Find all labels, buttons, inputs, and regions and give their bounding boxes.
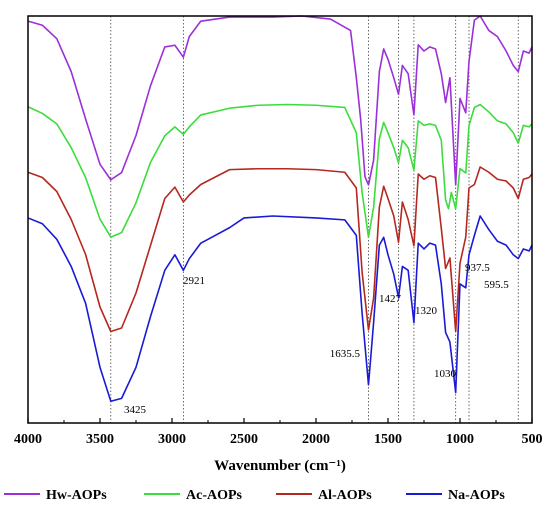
x-tick-label: 1500 xyxy=(374,432,402,447)
peak-label: 1635.5 xyxy=(330,348,361,360)
series-line-hw-aops xyxy=(27,15,533,186)
peak-label: 937.5 xyxy=(465,262,490,274)
x-tick-label: 4000 xyxy=(14,432,42,447)
x-tick-label: 2500 xyxy=(230,432,258,447)
x-tick-label: 3000 xyxy=(158,432,186,447)
legend-label: Ac-AOPs xyxy=(186,488,243,503)
peak-label: 3425 xyxy=(124,404,147,416)
peak-label: 1427 xyxy=(379,293,402,305)
x-tick-label: 3500 xyxy=(86,432,114,447)
peak-label: 1030 xyxy=(434,368,457,380)
series-line-ac-aops xyxy=(27,103,533,238)
legend-label: Hw-AOPs xyxy=(46,488,107,503)
x-tick-label: 1000 xyxy=(446,432,474,447)
peak-label: 2921 xyxy=(183,275,205,287)
peak-annotations: 3425 2921 1635.5 1427 1320 1030 937.5 595.5 xyxy=(124,262,509,416)
x-tick-label: 500 xyxy=(522,432,543,447)
legend-label: Na-AOPs xyxy=(448,488,505,503)
series-line-na-aops xyxy=(27,215,533,403)
legend: Hw-AOPs Ac-AOPs Al-AOPs Na-AOPs xyxy=(4,488,505,503)
x-tick-label: 2000 xyxy=(302,432,330,447)
x-axis-title: Wavenumber (cm⁻¹) xyxy=(214,458,346,474)
series-group xyxy=(27,15,533,403)
legend-label: Al-AOPs xyxy=(318,488,372,503)
x-axis-ticks: 4000 3500 3000 2500 2000 1500 1000 500 xyxy=(14,418,543,447)
series-line-al-aops xyxy=(27,166,533,333)
peak-label: 1320 xyxy=(415,305,438,317)
peak-label: 595.5 xyxy=(484,279,509,291)
reference-lines xyxy=(110,16,519,423)
